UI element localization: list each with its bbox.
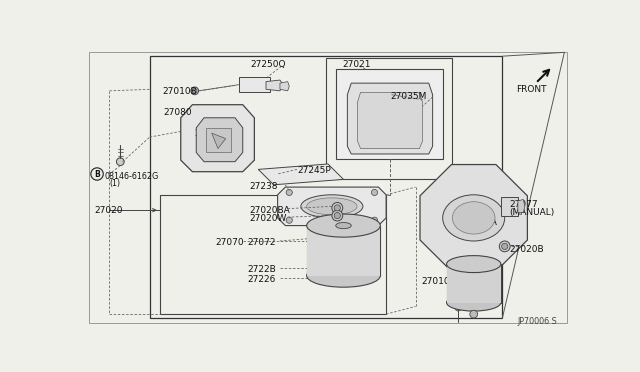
Circle shape (470, 310, 477, 318)
Circle shape (286, 189, 292, 196)
Ellipse shape (447, 256, 501, 273)
Text: JP70006 S: JP70006 S (518, 317, 557, 326)
Text: 27070: 27070 (216, 238, 244, 247)
Text: 08146-6162G: 08146-6162G (105, 173, 159, 182)
Text: 27080G: 27080G (195, 129, 230, 138)
Polygon shape (307, 225, 380, 276)
Polygon shape (259, 164, 344, 185)
Polygon shape (239, 77, 270, 92)
Circle shape (332, 202, 343, 213)
Text: (MANUAL): (MANUAL) (509, 208, 555, 217)
Text: 27080: 27080 (164, 108, 193, 117)
Text: 27226: 27226 (248, 275, 276, 284)
Circle shape (499, 241, 510, 252)
Text: 27020W: 27020W (249, 214, 286, 223)
Circle shape (371, 189, 378, 196)
Text: 27020B: 27020B (509, 245, 544, 254)
Text: 27010BB: 27010BB (421, 277, 462, 286)
Ellipse shape (336, 222, 351, 229)
Ellipse shape (307, 198, 357, 215)
Circle shape (286, 217, 292, 223)
Ellipse shape (452, 202, 495, 234)
Circle shape (455, 305, 461, 311)
Polygon shape (420, 164, 527, 271)
Ellipse shape (301, 195, 363, 218)
Polygon shape (518, 199, 525, 212)
Text: 2722B: 2722B (248, 265, 276, 274)
Polygon shape (447, 264, 501, 302)
Circle shape (502, 243, 508, 250)
Polygon shape (280, 81, 289, 91)
Text: B: B (94, 170, 100, 179)
Circle shape (371, 217, 378, 223)
Ellipse shape (447, 294, 501, 311)
Polygon shape (358, 92, 422, 148)
Polygon shape (278, 187, 386, 225)
Text: 27035M: 27035M (390, 92, 426, 102)
Polygon shape (205, 128, 231, 153)
Polygon shape (348, 83, 433, 154)
Polygon shape (212, 133, 226, 148)
Polygon shape (266, 80, 283, 91)
Polygon shape (196, 118, 243, 162)
Circle shape (116, 158, 124, 166)
Text: 27020: 27020 (94, 206, 122, 215)
Text: 27245P: 27245P (297, 166, 331, 175)
Text: 27020BA: 27020BA (249, 206, 290, 215)
Ellipse shape (443, 195, 505, 241)
Polygon shape (501, 197, 518, 216)
Circle shape (191, 87, 198, 95)
Text: 27021: 27021 (342, 60, 371, 69)
Text: FRONT: FRONT (516, 85, 547, 94)
Text: 27010BA: 27010BA (456, 218, 497, 227)
Text: 27077: 27077 (509, 200, 538, 209)
Polygon shape (336, 69, 443, 158)
Text: 27010B: 27010B (162, 87, 197, 96)
Circle shape (332, 210, 343, 221)
Circle shape (193, 89, 197, 93)
Text: 27250Q: 27250Q (250, 60, 286, 69)
Text: 27238: 27238 (249, 182, 278, 191)
Circle shape (465, 301, 473, 309)
Polygon shape (180, 105, 254, 172)
Text: (1): (1) (109, 179, 120, 188)
Circle shape (334, 205, 340, 211)
Circle shape (334, 212, 340, 219)
Ellipse shape (307, 214, 380, 237)
Text: 27072: 27072 (248, 238, 276, 247)
Ellipse shape (307, 264, 380, 287)
